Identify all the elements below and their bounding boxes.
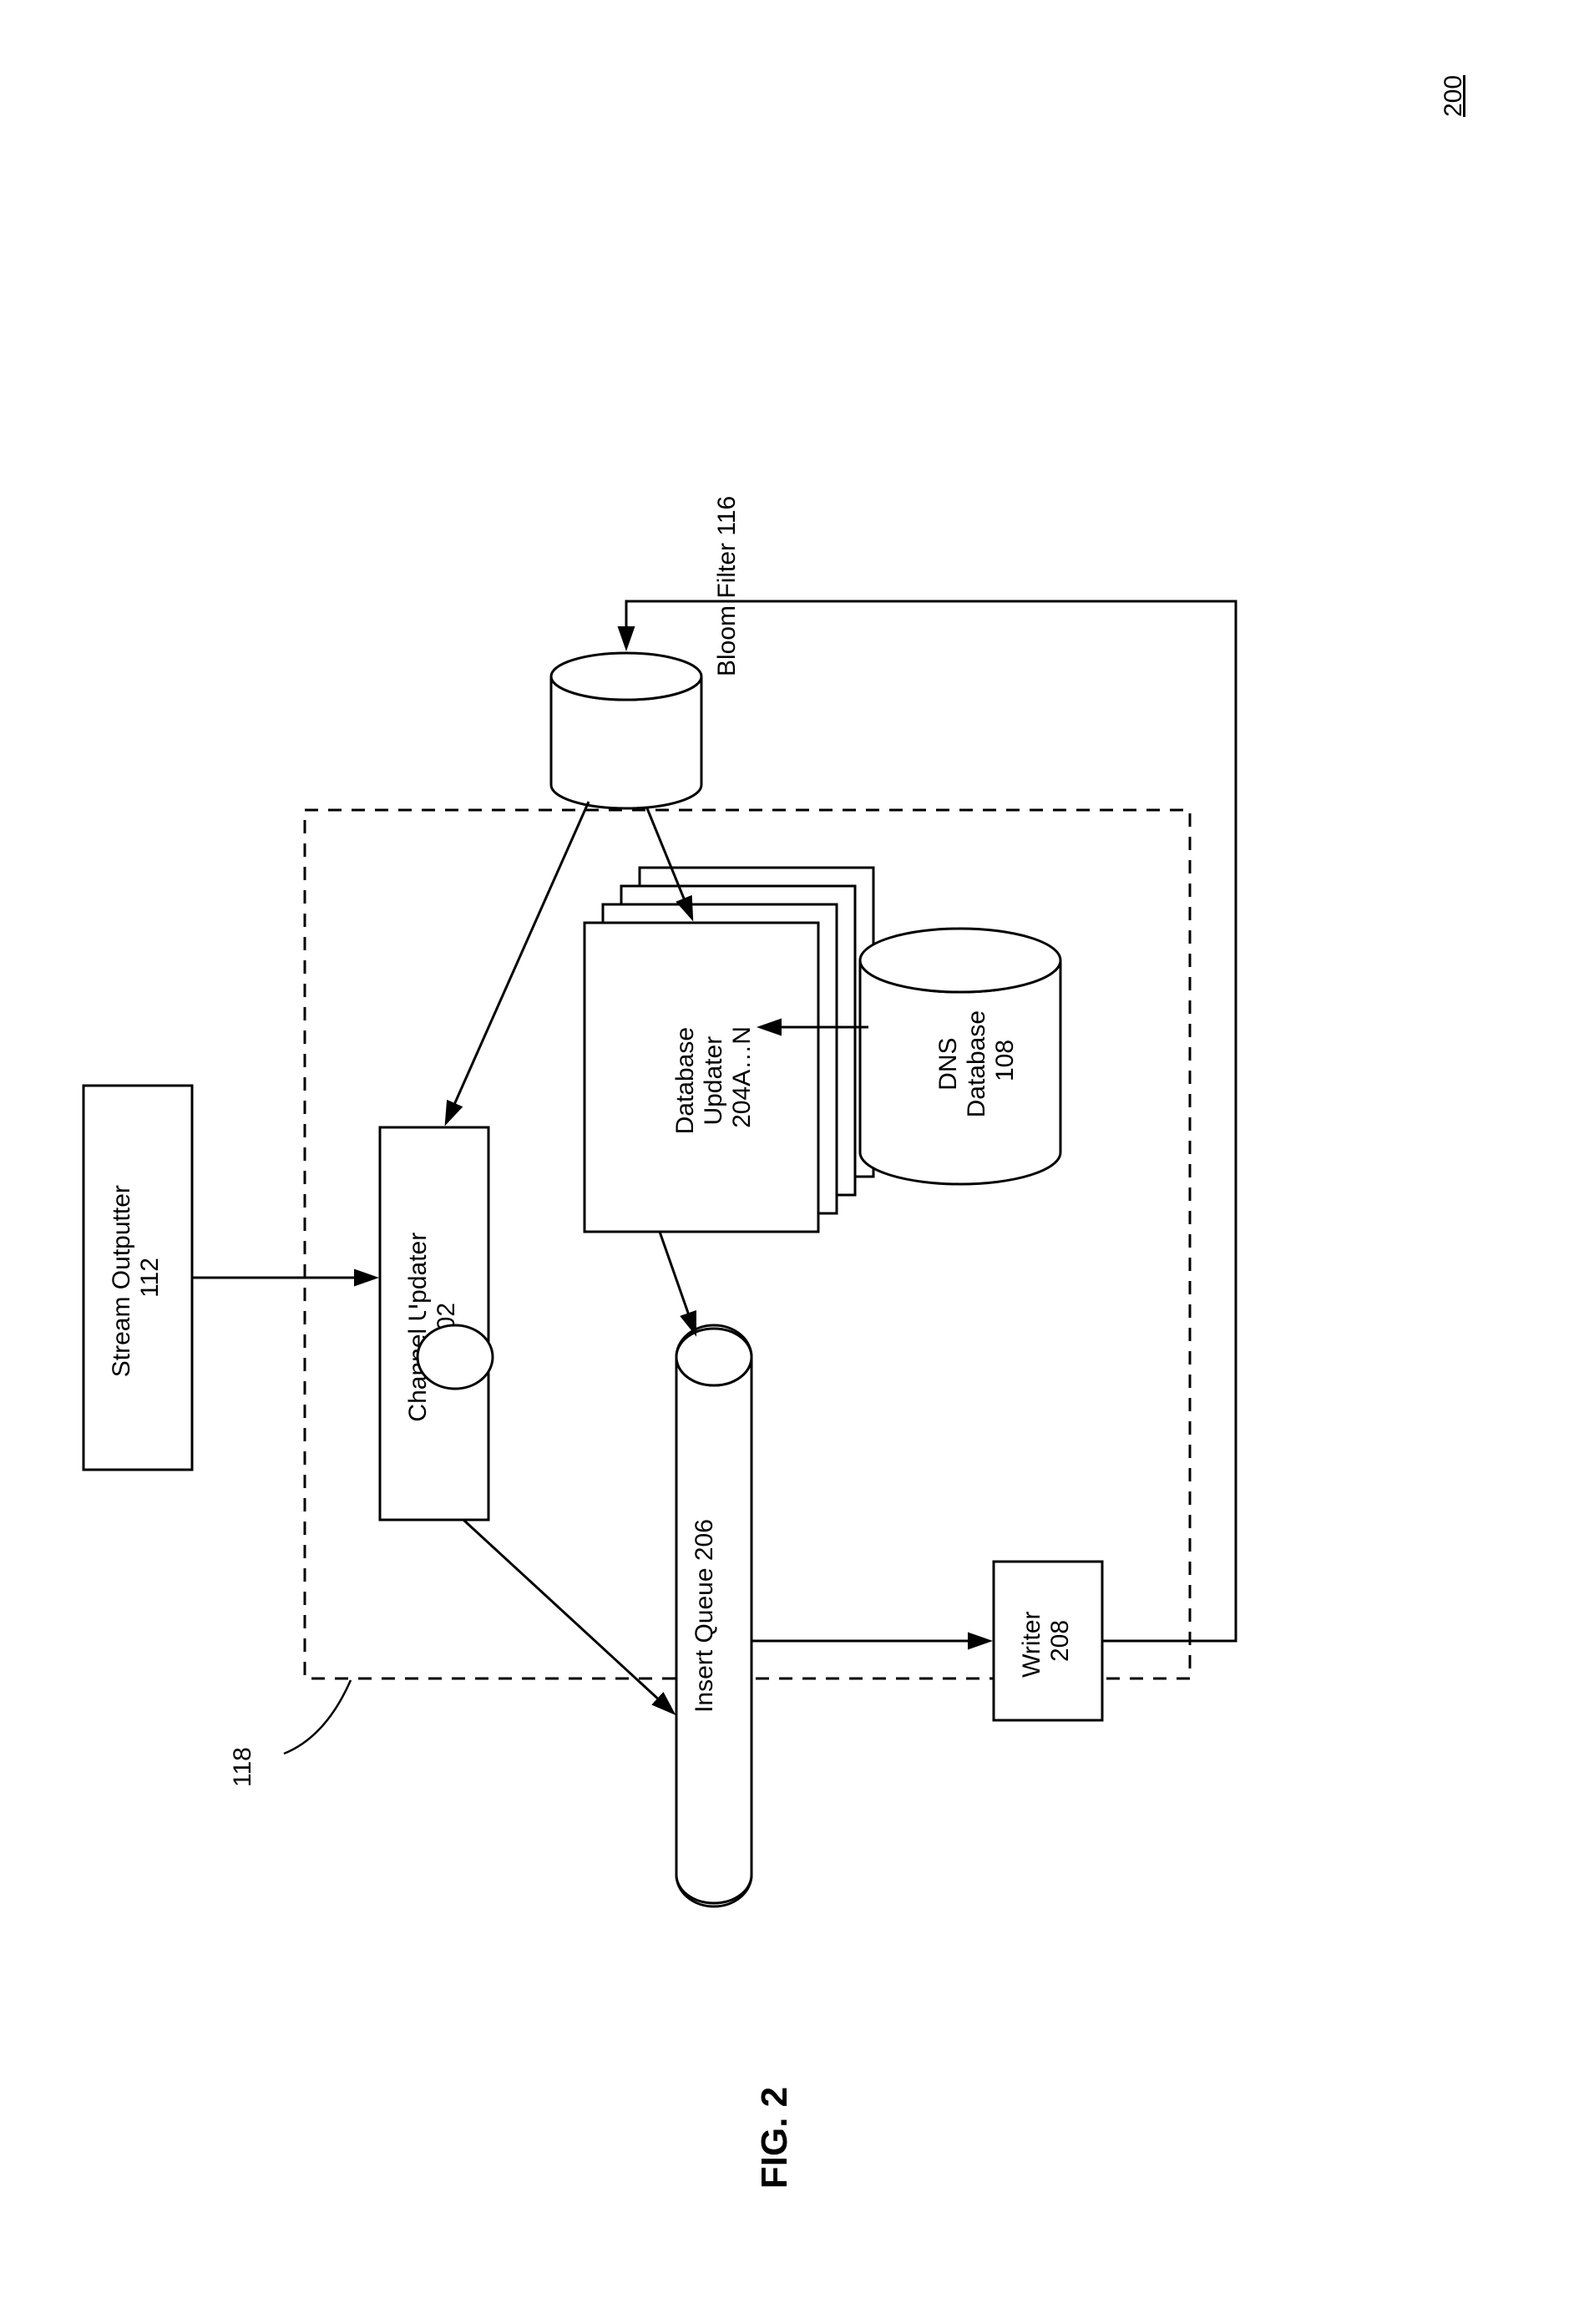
insert-queue-label: Insert Queue 206 bbox=[691, 1519, 718, 1713]
container-ref-leader bbox=[284, 1680, 351, 1754]
arrow-dbupdater-to-queue bbox=[660, 1232, 695, 1332]
diagram-canvas: 200 118 Stream Outputter 112 Channel Upd… bbox=[0, 0, 1574, 2324]
bloom-filter-cylinder bbox=[551, 653, 701, 808]
arrow-bloom-to-channel bbox=[447, 802, 589, 1121]
container-ref: 118 bbox=[229, 1747, 256, 1787]
database-updater-label: Database Updater 204A…N bbox=[671, 1020, 756, 1135]
arrow-channel-to-queue bbox=[463, 1520, 672, 1712]
figure-label: FIG. 2 bbox=[754, 2087, 795, 2189]
figure-ref: 200 bbox=[1440, 75, 1467, 117]
bloom-filter-label: Bloom Filter 116 bbox=[713, 496, 741, 676]
